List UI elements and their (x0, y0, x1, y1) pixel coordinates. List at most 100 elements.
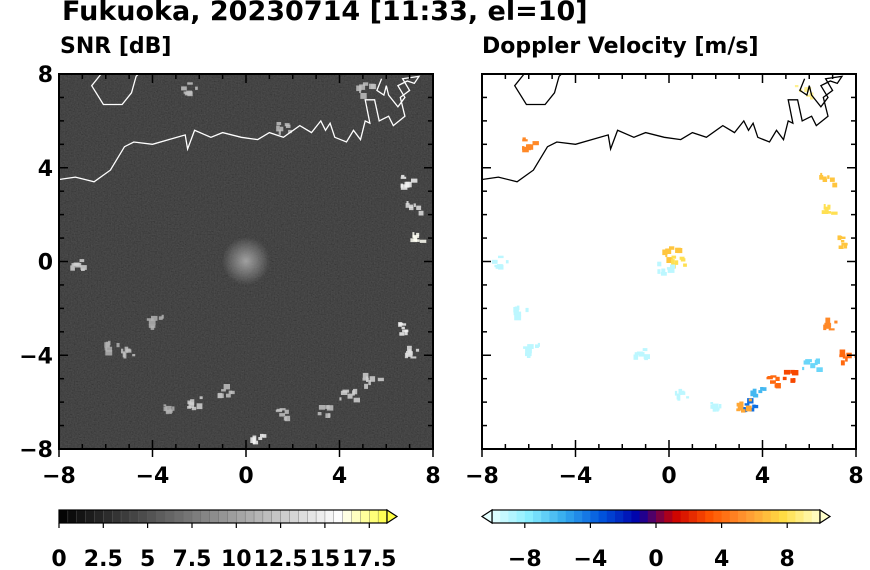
doppler-colorbar-segment (779, 510, 788, 523)
snr-colorbar: 0 2.5 5 7.5 10 12.5 15 17.5 (51, 508, 399, 570)
doppler-colorbar-segment (606, 510, 616, 523)
snr-panel-title: SNR [dB] (60, 34, 172, 59)
snr-colorbar-segment (351, 509, 362, 524)
doppler-colorbar-label: 8 (780, 547, 795, 570)
snr-echo (275, 408, 291, 422)
snr-colorbar-label: 0 (51, 547, 66, 570)
snr-colorbar-segment (156, 509, 167, 524)
doppler-colorbar-segment (631, 510, 641, 523)
snr-echo (163, 404, 175, 415)
snr-colorbar-segment (58, 509, 69, 524)
snr-y-tick-label: 4 (38, 157, 53, 182)
doppler-echo (819, 172, 838, 188)
doppler-colorbar-segment (697, 510, 706, 523)
doppler-colorbar-label: −4 (574, 547, 608, 570)
snr-colorbar-segment (174, 509, 184, 524)
doppler-colorbar-segment (549, 510, 559, 523)
snr-colorbar-segment (165, 509, 175, 524)
snr-panel (59, 74, 433, 449)
snr-echo (356, 82, 377, 99)
snr-colorbar-segment (244, 509, 255, 524)
doppler-colorbar-segment (803, 510, 813, 523)
snr-colorbar-segment (111, 509, 122, 524)
doppler-axes: −8 −4 0 4 8 (465, 73, 864, 489)
snr-colorbar-segment (209, 509, 220, 524)
doppler-echo (522, 137, 539, 153)
snr-echo (187, 396, 203, 411)
snr-echo (250, 433, 267, 445)
doppler-echo (513, 305, 529, 321)
doppler-colorbar-segment (795, 510, 805, 523)
doppler-colorbar-segment (738, 510, 747, 523)
doppler-x-tick-label: 0 (661, 464, 676, 489)
doppler-echo (837, 235, 848, 249)
snr-echoes (70, 82, 427, 445)
doppler-colorbar-segment (770, 510, 780, 523)
snr-axes: −8 8 −4 4 0 0 4 −4 8 −8 (19, 63, 440, 489)
doppler-echo (821, 204, 838, 215)
snr-colorbar-label: 7.5 (173, 547, 212, 570)
snr-echo (104, 340, 120, 356)
doppler-coastline (482, 74, 844, 183)
doppler-echo (523, 342, 540, 358)
doppler-echo (710, 402, 722, 412)
snr-x-tick-label: −8 (42, 464, 76, 489)
doppler-colorbar-label: −8 (508, 547, 542, 570)
snr-colorbar-segment (138, 509, 149, 524)
snr-colorbar-segment (253, 509, 264, 524)
doppler-x-tick-label: −8 (465, 464, 499, 489)
doppler-colorbar-label: 4 (714, 547, 729, 570)
snr-colorbar-segment (76, 509, 87, 524)
doppler-colorbar-segment (721, 510, 731, 523)
doppler-colorbar-segment (787, 510, 796, 523)
snr-echo (404, 345, 420, 359)
doppler-colorbar-segment (639, 510, 649, 523)
snr-colorbar-segment (103, 509, 113, 524)
doppler-colorbar-segment (533, 510, 542, 523)
doppler-colorbar-segment (615, 510, 624, 523)
snr-y-tick-label: −8 (19, 438, 53, 463)
doppler-echo (802, 358, 823, 372)
snr-x-tick-label: −4 (136, 464, 170, 489)
doppler-echo (491, 255, 509, 270)
snr-y-tick-label: 8 (38, 63, 53, 88)
doppler-colorbar-segment (754, 510, 764, 523)
snr-colorbar-segment (147, 509, 158, 524)
doppler-colorbar-segment (492, 510, 501, 523)
doppler-colorbar-segment (541, 510, 550, 523)
snr-echo (400, 174, 418, 190)
snr-colorbar-label: 10 (221, 547, 252, 570)
snr-colorbar-segment (262, 509, 273, 524)
doppler-echoes (491, 85, 856, 413)
doppler-colorbar-extend-max (819, 508, 832, 525)
snr-echo (398, 322, 409, 336)
snr-colorbar-segment (280, 509, 291, 524)
snr-echo (146, 314, 164, 330)
doppler-colorbar-segment (688, 510, 698, 523)
snr-colorbar-label: 17.5 (342, 547, 396, 570)
snr-colorbar-segment (120, 509, 131, 524)
snr-colorbar-segment (342, 509, 353, 524)
snr-colorbar-segment (129, 509, 140, 524)
snr-colorbar-segment (324, 509, 335, 524)
snr-colorbar-segment (377, 509, 388, 524)
doppler-colorbar-segment (582, 510, 591, 523)
doppler-colorbar-segment (762, 510, 772, 523)
snr-colorbar-segment (307, 509, 317, 524)
snr-x-tick-label: 0 (238, 464, 253, 489)
doppler-colorbar-segment (729, 510, 739, 523)
doppler-colorbar-segment (713, 510, 723, 523)
snr-radar-center (222, 237, 270, 285)
doppler-panel-title: Doppler Velocity [m/s] (482, 34, 759, 59)
snr-coastline (59, 74, 421, 183)
doppler-colorbar-segment (664, 510, 673, 523)
snr-y-tick-label: −4 (19, 344, 53, 369)
snr-colorbar-segment (191, 509, 202, 524)
doppler-colorbar-segment (516, 510, 526, 523)
snr-echo (410, 232, 427, 243)
doppler-echo (782, 369, 799, 383)
doppler-colorbar-segment (524, 510, 534, 523)
doppler-colorbar-segment (623, 510, 632, 523)
doppler-colorbar-label: 0 (648, 547, 663, 570)
